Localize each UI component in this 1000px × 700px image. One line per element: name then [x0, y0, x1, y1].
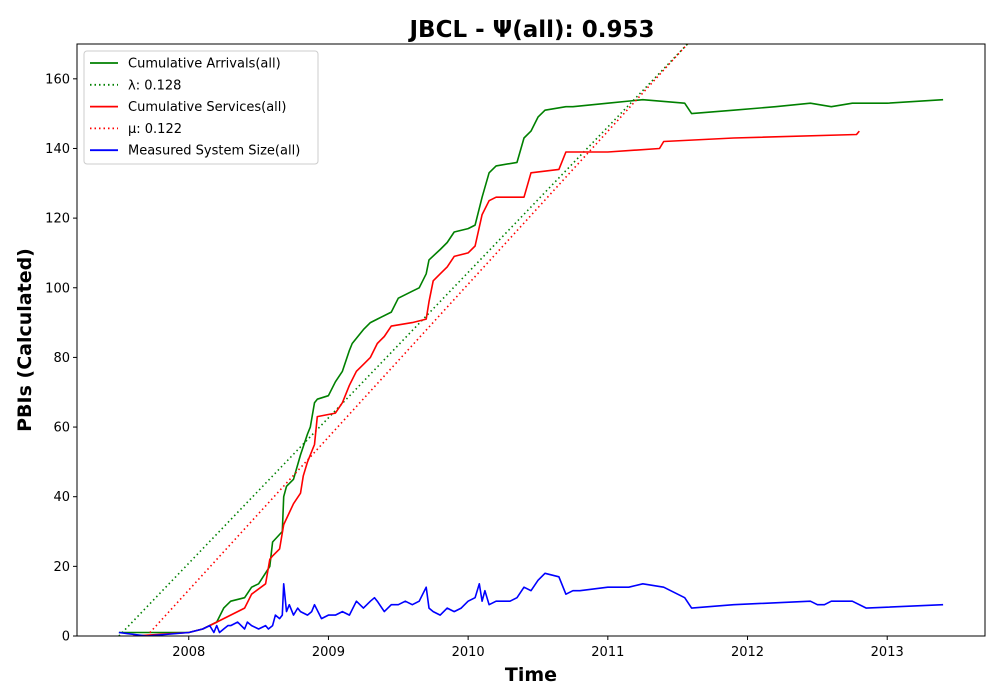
series-line-2: [132, 130, 860, 636]
x-tick-label: 2013: [871, 645, 904, 660]
x-tick-label: 2010: [452, 645, 485, 660]
y-axis: 0 20 40 60 80 100 120 140 160: [45, 72, 77, 645]
y-tick-label: 40: [53, 490, 70, 505]
y-axis-title: PBIs (Calculated): [14, 248, 36, 432]
legend-box: [83, 50, 319, 165]
series-line-4: [118, 572, 944, 636]
x-axis-title: Time: [505, 664, 557, 686]
series-line-0: [118, 98, 944, 634]
y-tick-label: 80: [53, 351, 70, 366]
series-layer: [118, 44, 944, 636]
x-tick-label: 2012: [731, 645, 764, 660]
x-axis: 2008 2009 2010 2011 2012 2013: [172, 636, 904, 660]
legend-label-2: Cumulative Services(all): [128, 100, 286, 115]
legend: Cumulative Arrivals(all) λ: 0.128 Cumulati…: [83, 50, 319, 165]
legend-label-1: λ: 0.128: [128, 78, 181, 93]
y-tick-label: 160: [45, 72, 70, 87]
legend-label-0: Cumulative Arrivals(all): [128, 57, 281, 72]
y-tick-label: 20: [53, 560, 70, 575]
x-tick-label: 2009: [312, 645, 345, 660]
x-tick-label: 2008: [172, 645, 205, 660]
series-line-3: [146, 44, 689, 636]
series-line-1: [118, 44, 689, 636]
legend-label-4: Measured System Size(all): [128, 144, 300, 159]
y-tick-label: 120: [45, 212, 70, 227]
y-tick-label: 0: [62, 630, 70, 645]
y-tick-label: 140: [45, 142, 70, 157]
legend-label-3: μ: 0.122: [128, 122, 182, 137]
x-tick-label: 2011: [591, 645, 624, 660]
chart-title: JBCL - Ψ(all): 0.953: [408, 17, 655, 43]
y-tick-label: 100: [45, 281, 70, 296]
y-tick-label: 60: [53, 421, 70, 436]
plot-frame: [76, 43, 986, 637]
